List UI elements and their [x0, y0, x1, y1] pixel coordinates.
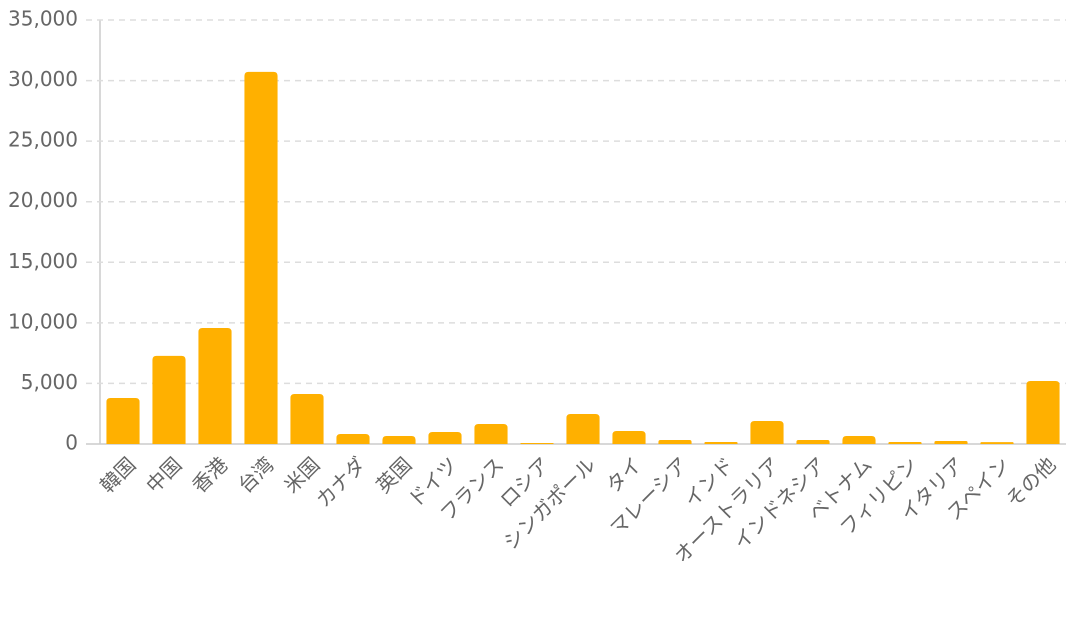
x-tick-label: その他	[1001, 452, 1060, 511]
y-tick-label: 0	[65, 431, 78, 455]
bar	[520, 443, 554, 444]
y-tick-label: 25,000	[8, 128, 78, 152]
bar	[1026, 381, 1060, 444]
x-tick-label: 中国	[141, 452, 186, 497]
y-tick-label: 10,000	[8, 309, 78, 333]
bar	[106, 397, 140, 444]
bar	[382, 436, 416, 444]
bar	[658, 440, 692, 444]
y-tick-label: 15,000	[8, 249, 78, 273]
bar	[612, 431, 646, 444]
x-tick-label: 台湾	[233, 452, 278, 497]
bar	[566, 413, 600, 444]
y-tick-label: 20,000	[8, 188, 78, 212]
x-tick-label: 韓国	[95, 452, 140, 497]
y-tick-label: 30,000	[8, 67, 78, 91]
x-tick-label: 香港	[187, 452, 232, 497]
bar	[888, 441, 922, 444]
x-tick-label: カナダ	[311, 452, 370, 511]
y-tick-label: 5,000	[21, 370, 78, 394]
bar	[474, 424, 508, 444]
bar	[704, 441, 738, 444]
bar	[152, 355, 186, 444]
bar	[796, 440, 830, 444]
bar	[750, 420, 784, 444]
bar	[290, 393, 324, 444]
bar	[934, 440, 968, 444]
y-tick-label: 35,000	[8, 7, 78, 31]
bar	[244, 71, 278, 444]
bar	[198, 327, 232, 444]
bar	[980, 442, 1014, 444]
bar	[842, 436, 876, 444]
bar	[336, 433, 370, 444]
bar	[428, 432, 462, 444]
